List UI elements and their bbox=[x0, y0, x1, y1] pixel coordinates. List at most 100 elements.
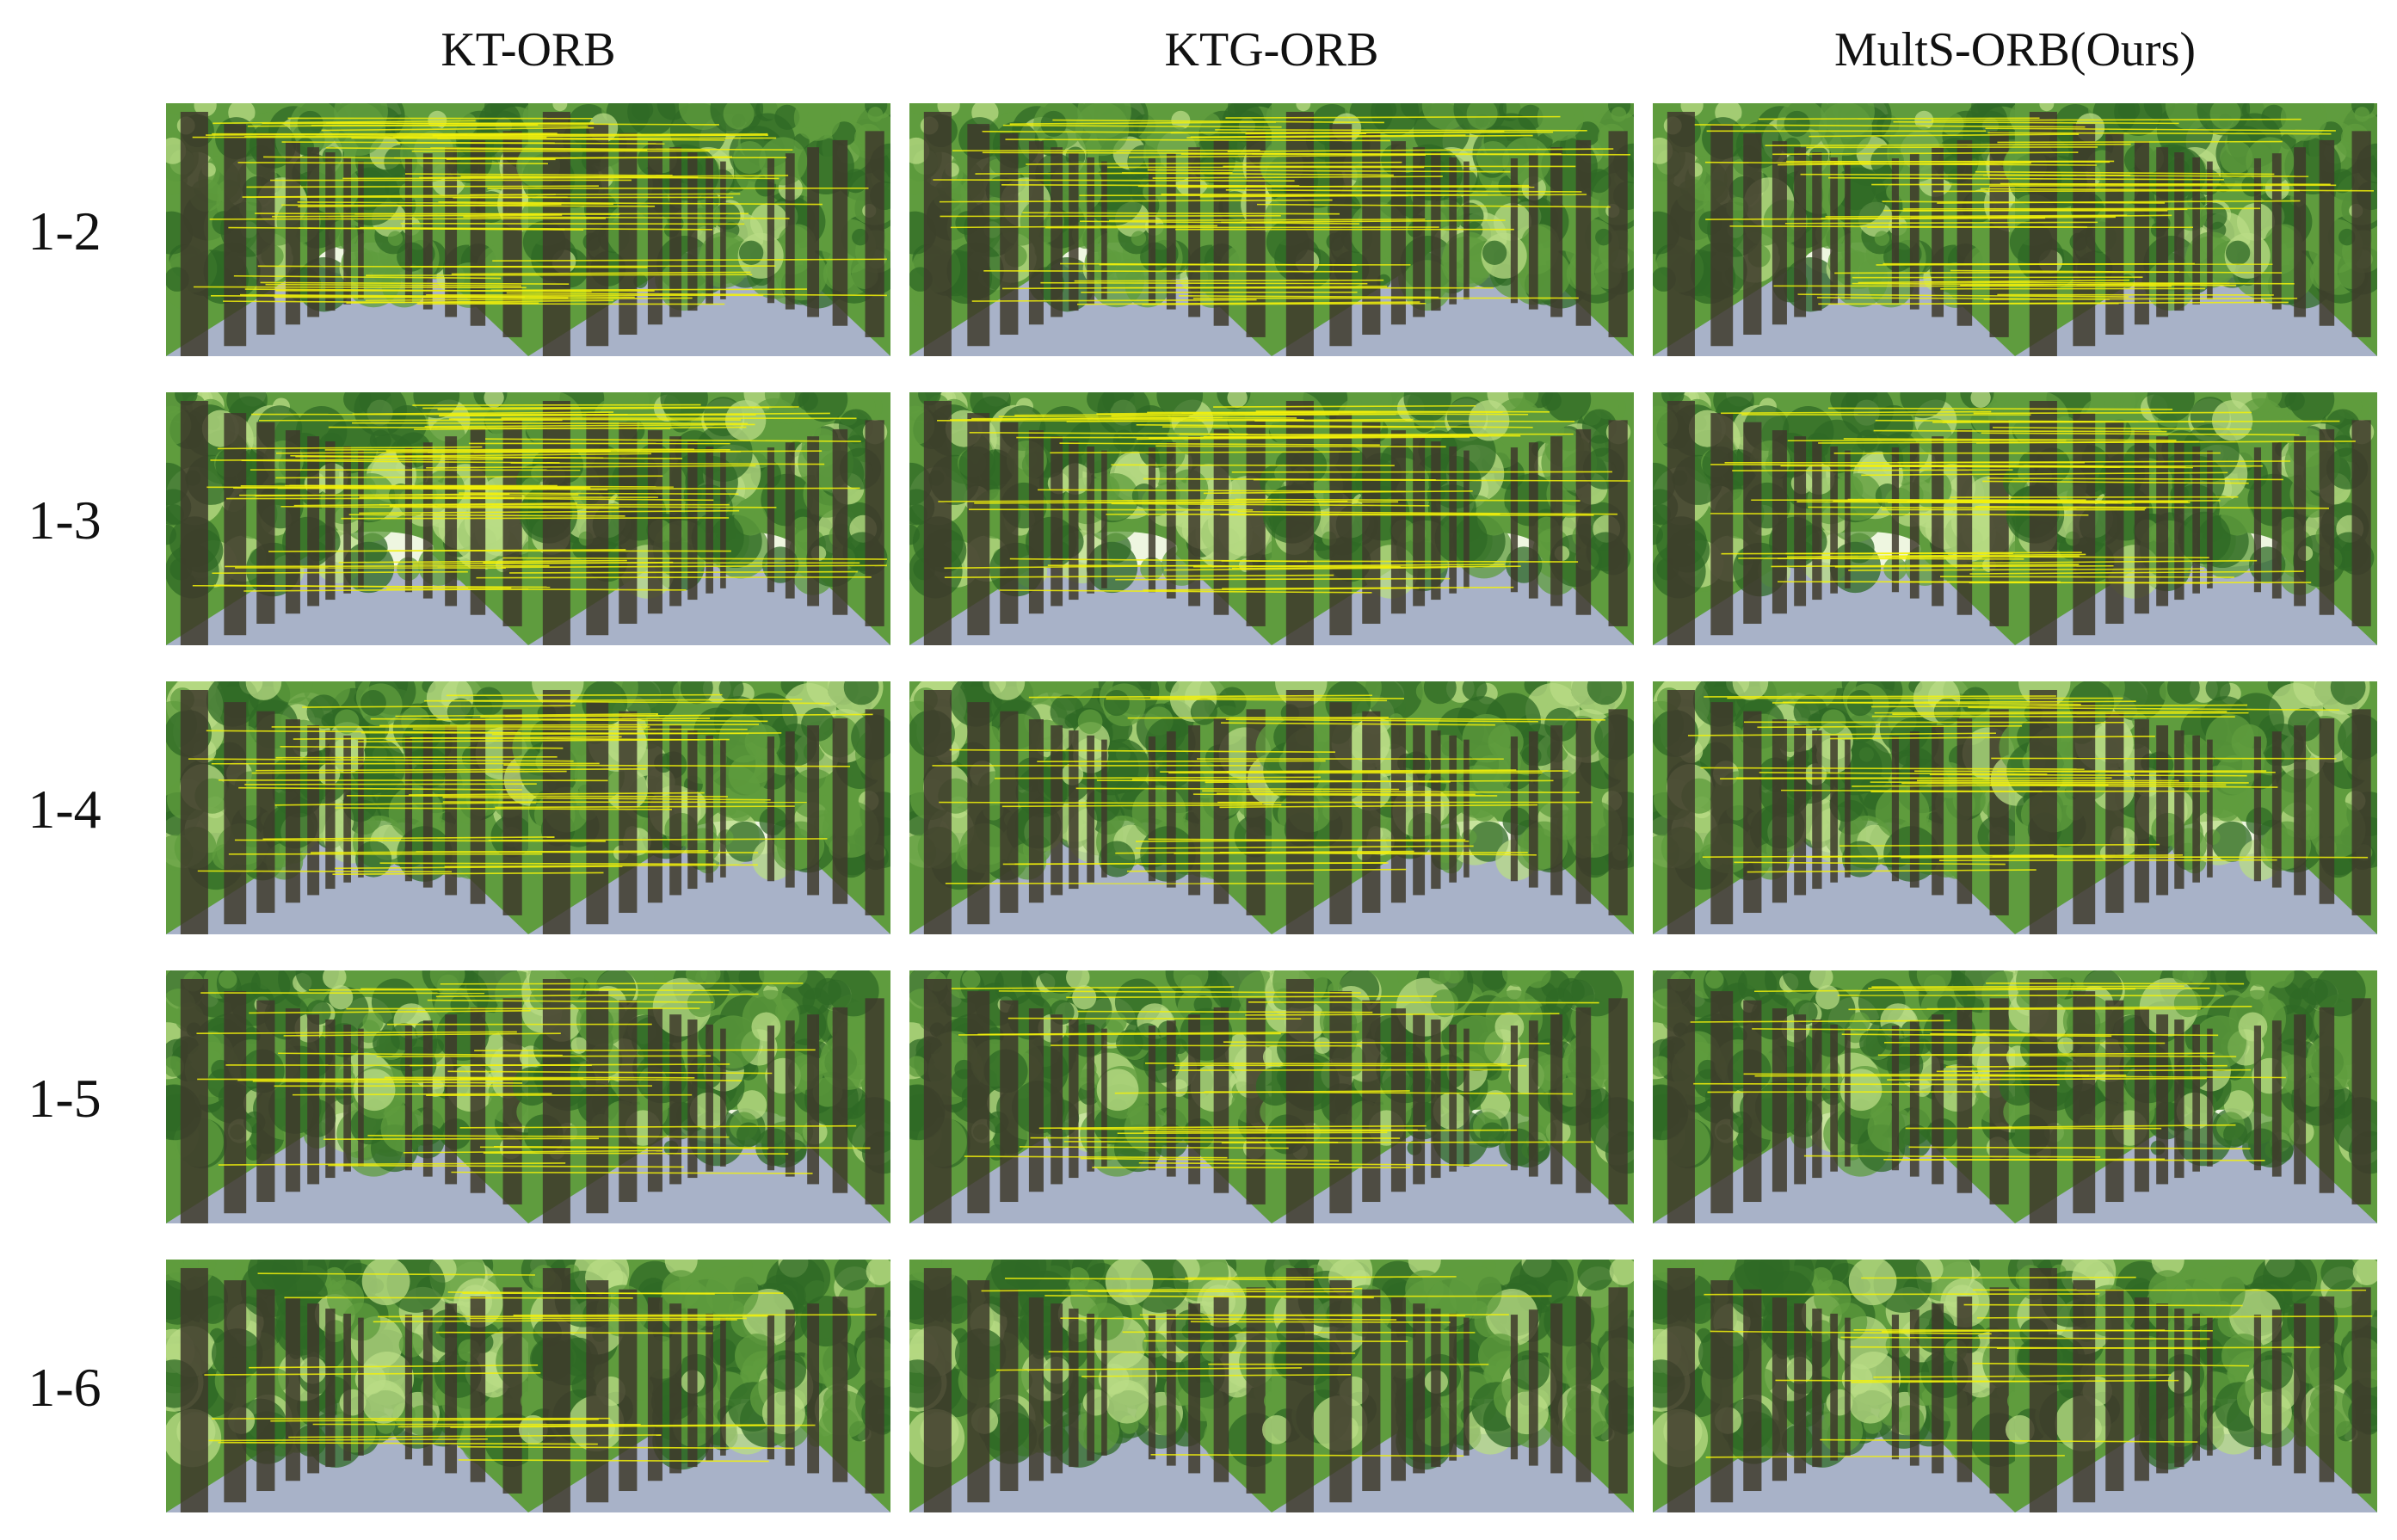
match-line bbox=[1903, 207, 2261, 210]
match-line bbox=[506, 292, 888, 297]
left-image bbox=[1653, 392, 2023, 645]
match-image bbox=[909, 103, 1634, 356]
match-line bbox=[1985, 127, 2336, 132]
match-line bbox=[321, 126, 595, 132]
match-line bbox=[1936, 1069, 2252, 1073]
match-lines bbox=[192, 117, 888, 305]
match-line bbox=[1926, 1006, 2252, 1010]
match-line bbox=[1800, 173, 2131, 176]
match-line bbox=[1989, 784, 2278, 788]
match-line bbox=[437, 137, 777, 139]
match-line bbox=[252, 1080, 523, 1084]
match-line bbox=[1192, 793, 1498, 797]
match-line bbox=[298, 203, 562, 208]
match-line bbox=[1825, 214, 2128, 218]
match-line bbox=[352, 411, 614, 416]
right-image bbox=[1255, 970, 1634, 1223]
match-lines bbox=[192, 403, 888, 592]
match-line bbox=[1136, 839, 1466, 842]
match-image bbox=[166, 970, 890, 1223]
match-line bbox=[1997, 140, 2283, 144]
right-image bbox=[518, 1260, 890, 1512]
match-line bbox=[263, 156, 556, 161]
match-line bbox=[950, 225, 1217, 229]
match-line bbox=[1929, 281, 2295, 285]
match-line bbox=[408, 792, 705, 796]
match-line bbox=[1060, 262, 1357, 266]
match-line bbox=[1945, 301, 2289, 305]
match-line bbox=[460, 175, 779, 180]
match-line bbox=[257, 265, 648, 268]
match-line bbox=[1993, 427, 2252, 430]
match-line bbox=[438, 201, 823, 206]
match-line bbox=[1809, 133, 2080, 138]
match-line bbox=[1227, 148, 1614, 152]
match-line bbox=[1743, 1073, 2127, 1076]
match-line bbox=[233, 274, 502, 280]
match-panel bbox=[909, 103, 1634, 356]
match-line bbox=[1143, 1129, 1517, 1133]
match-line bbox=[958, 1032, 1281, 1036]
match-line bbox=[1704, 695, 2056, 698]
match-line bbox=[435, 993, 759, 998]
match-line bbox=[1205, 779, 1554, 784]
match-line bbox=[491, 732, 782, 736]
match-line bbox=[405, 173, 673, 176]
match-line bbox=[483, 1152, 789, 1155]
match-line bbox=[1204, 1091, 1573, 1095]
match-line bbox=[275, 755, 558, 759]
match-line bbox=[1185, 1276, 1457, 1279]
match-line bbox=[260, 281, 570, 285]
match-line bbox=[933, 179, 1295, 182]
row-label-1-2: 1-2 bbox=[28, 200, 102, 262]
match-image bbox=[909, 681, 1634, 934]
match-line bbox=[1839, 843, 2160, 847]
match-line bbox=[1705, 1455, 2065, 1458]
match-line bbox=[341, 517, 730, 520]
match-line bbox=[1219, 804, 1538, 809]
match-line bbox=[1827, 407, 2173, 410]
match-line bbox=[1060, 1317, 1397, 1321]
match-line bbox=[1026, 161, 1402, 165]
match-line bbox=[1143, 1340, 1408, 1342]
match-line bbox=[1754, 988, 2136, 993]
match-line bbox=[1147, 169, 1511, 173]
match-line bbox=[280, 505, 619, 509]
match-line bbox=[1002, 862, 1389, 865]
match-line bbox=[212, 570, 468, 575]
match-line bbox=[1202, 790, 1580, 793]
match-line bbox=[379, 862, 717, 865]
match-line bbox=[270, 1418, 599, 1422]
right-image bbox=[516, 392, 890, 645]
match-line bbox=[476, 576, 872, 579]
match-line bbox=[400, 222, 745, 225]
match-line bbox=[328, 1164, 684, 1168]
match-line bbox=[1081, 1374, 1352, 1377]
match-panel bbox=[1653, 1260, 2377, 1512]
match-line bbox=[964, 1155, 1228, 1159]
match-line bbox=[311, 850, 709, 853]
match-line bbox=[950, 416, 1223, 421]
left-image bbox=[1653, 1260, 2041, 1512]
column-title-ktg-orb: KTG-ORB bbox=[1164, 23, 1379, 77]
match-line bbox=[1162, 426, 1436, 428]
match-line bbox=[1179, 295, 1439, 299]
match-image bbox=[1653, 1260, 2377, 1512]
row-label-1-3: 1-3 bbox=[28, 490, 102, 551]
match-line bbox=[1051, 1044, 1362, 1047]
match-line bbox=[244, 288, 592, 293]
match-line bbox=[1108, 219, 1426, 222]
match-line bbox=[1787, 439, 2067, 442]
match-line bbox=[1782, 701, 2081, 705]
match-line bbox=[1752, 1028, 2019, 1032]
match-line bbox=[969, 431, 1248, 435]
match-line bbox=[1982, 480, 2249, 484]
match-line bbox=[1050, 451, 1360, 454]
match-line bbox=[1848, 568, 2204, 571]
match-line bbox=[378, 1315, 768, 1318]
match-panel bbox=[1653, 392, 2377, 645]
match-line bbox=[241, 459, 560, 464]
match-line bbox=[403, 1149, 663, 1154]
match-line bbox=[1775, 1379, 2030, 1383]
left-image bbox=[166, 681, 551, 934]
